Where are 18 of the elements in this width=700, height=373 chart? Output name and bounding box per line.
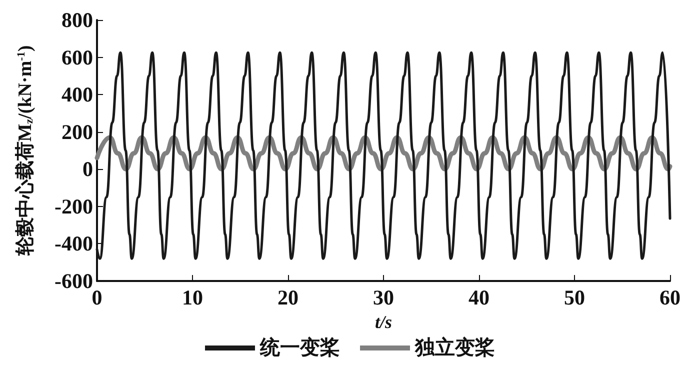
x-tick-label: 60 — [660, 286, 680, 310]
x-tick-label: 30 — [373, 286, 394, 310]
y-tick-label: 0 — [82, 157, 93, 182]
x-tick-label: 50 — [564, 286, 585, 310]
y-axis-title: 轮毂中心载荷Mz/(kN·m-1) — [14, 45, 36, 257]
legend-label: 统一变桨 — [259, 336, 340, 359]
x-tick-label: 40 — [468, 286, 490, 310]
y-tick-label: -600 — [54, 269, 93, 293]
y-tick-label: 400 — [62, 82, 93, 107]
x-axis-title: t/s — [374, 312, 392, 332]
y-tick-label: 600 — [62, 45, 93, 70]
x-tick-label: 20 — [278, 286, 298, 310]
y-tick-label: -400 — [54, 232, 93, 256]
y-tick-label: 800 — [62, 8, 93, 32]
x-tick-label: 10 — [182, 286, 203, 310]
y-tick-label: 200 — [62, 120, 93, 144]
legend-label: 独立变桨 — [414, 336, 495, 359]
y-tick-label: -200 — [54, 194, 93, 218]
